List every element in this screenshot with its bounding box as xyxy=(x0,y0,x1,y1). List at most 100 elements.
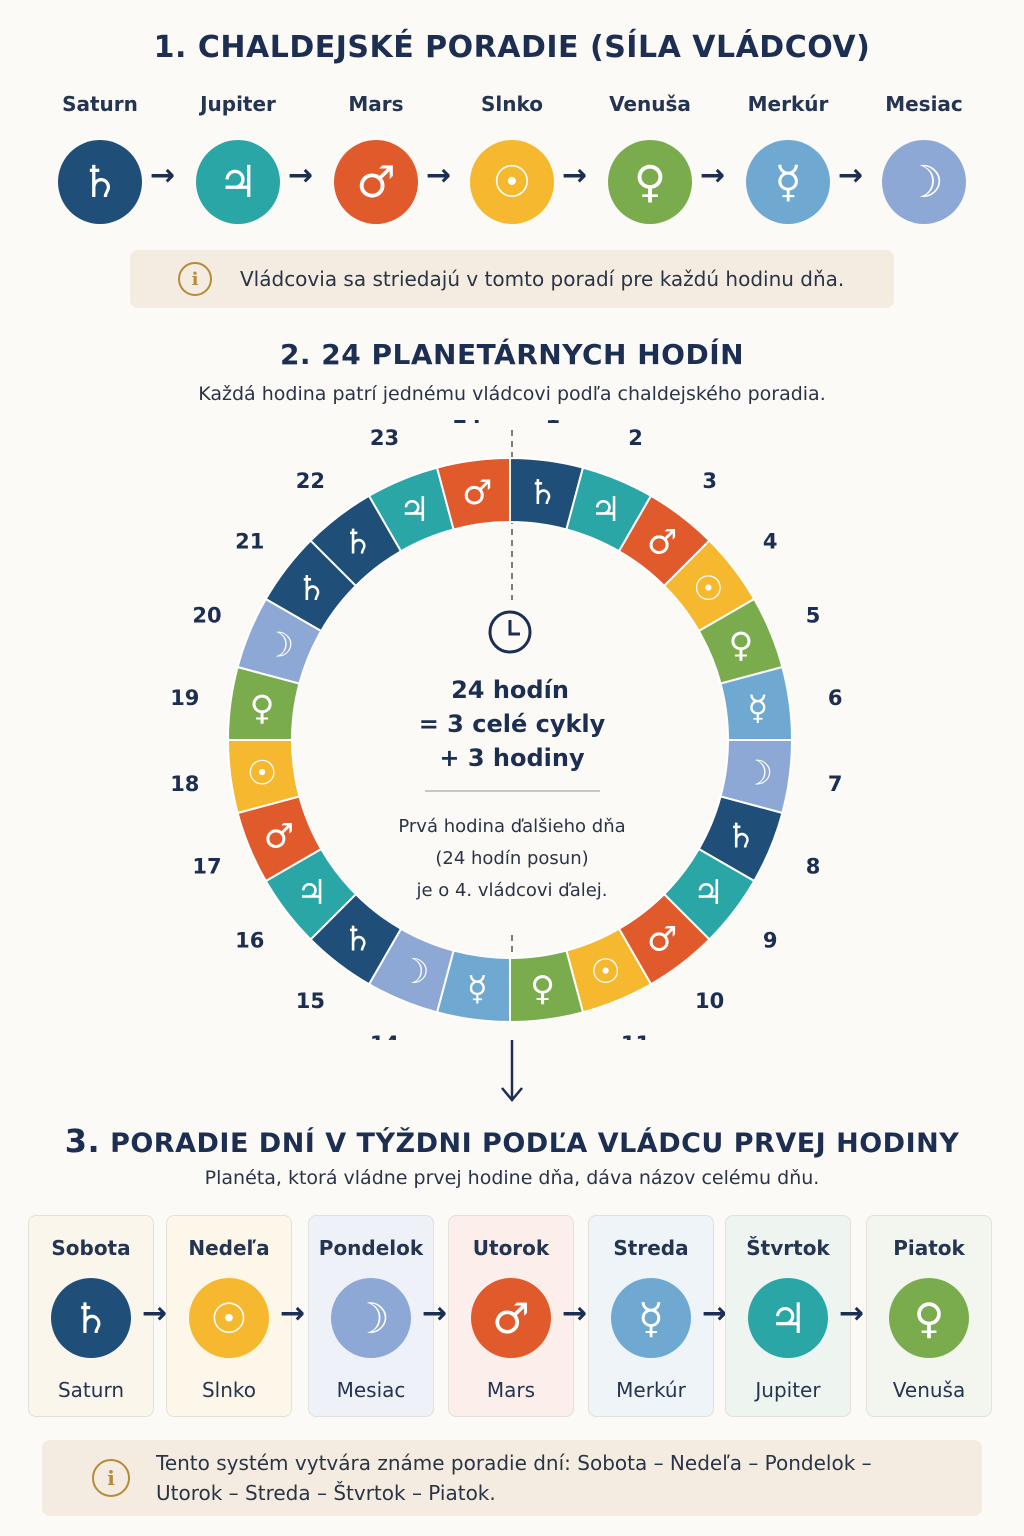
hour-number-18: 18 xyxy=(170,772,199,796)
jupiter-icon: ♃ xyxy=(748,1278,828,1358)
arrow-right-icon: → xyxy=(702,1296,728,1331)
sun-icon: ☉ xyxy=(247,754,277,794)
mercury-icon: ☿ xyxy=(467,969,488,1009)
hour-number-21: 21 xyxy=(235,529,264,553)
planet-name: Mesiac xyxy=(885,92,963,116)
day-planet-name: Saturn xyxy=(57,1378,124,1402)
mercury-icon: ☿ xyxy=(746,140,830,224)
down-arrow xyxy=(501,1040,523,1102)
arrow-right-icon: → xyxy=(700,158,726,193)
jupiter-icon: ♃ xyxy=(196,140,280,224)
sun-icon: ☉ xyxy=(470,140,554,224)
section3-info-line-1: Tento systém vytvára známe poradie dní: … xyxy=(156,1451,872,1475)
day-planet-name: Jupiter xyxy=(755,1378,821,1402)
hour-number-23: 23 xyxy=(370,426,399,450)
hour-number-17: 17 xyxy=(192,855,221,879)
arrow-right-icon: → xyxy=(280,1296,306,1331)
section3-info-line-2: Utorok – Streda – Štvrtok – Piatok. xyxy=(156,1481,496,1505)
hour-number-6: 6 xyxy=(828,686,843,710)
day-planet-name: Venuša xyxy=(892,1378,966,1402)
day-card-6: Štvrtok ♃ Jupiter xyxy=(725,1215,851,1417)
hour-number-5: 5 xyxy=(806,603,821,627)
planetary-hours-wheel: ♄♃♂☉♀☿☽♄♃♂☉♀☿☽♄♃♂☉♀☽♄♄♃♂ 123456789101112… xyxy=(170,420,843,1040)
jupiter-icon: ♃ xyxy=(399,490,429,530)
arrow-right-icon: → xyxy=(150,158,176,193)
info-icon: i xyxy=(178,262,212,296)
hour-number-7: 7 xyxy=(828,772,843,796)
saturn-icon: ♄ xyxy=(527,473,557,513)
planet-mars: Mars ♂ xyxy=(316,92,436,224)
moon-icon: ☽ xyxy=(264,625,294,665)
hour-number-20: 20 xyxy=(192,603,221,627)
planet-name: Saturn xyxy=(62,92,138,116)
arrow-right-icon: → xyxy=(426,158,452,193)
center-line-2: = 3 celé cykly xyxy=(419,710,606,738)
hour-number-11: 11 xyxy=(621,1032,650,1040)
section1-info-text: Vládcovia sa striedajú v tomto poradí pr… xyxy=(240,267,845,291)
saturn-icon: ♄ xyxy=(343,919,373,959)
planet-venus: Venuša ♀ xyxy=(590,92,710,224)
hour-number-16: 16 xyxy=(235,929,264,953)
day-name: Utorok xyxy=(472,1236,550,1260)
arrow-right-icon: → xyxy=(562,158,588,193)
hour-number-14: 14 xyxy=(370,1032,399,1040)
moon-icon: ☽ xyxy=(331,1278,411,1358)
hour-number-24: 24 xyxy=(453,420,482,428)
saturn-icon: ♄ xyxy=(296,569,326,609)
mercury-icon: ☿ xyxy=(611,1278,691,1358)
mars-icon: ♂ xyxy=(334,140,418,224)
day-card-3: Pondelok ☽ Mesiac xyxy=(308,1215,434,1417)
planet-sun: Slnko ☉ xyxy=(452,92,572,224)
jupiter-icon: ♃ xyxy=(693,873,723,913)
planet-name: Mars xyxy=(348,92,404,116)
venus-icon: ♀ xyxy=(729,625,754,665)
section2-title: 2. 24 PLANETÁRNYCH HODÍN xyxy=(279,338,745,371)
moon-icon: ☽ xyxy=(743,754,773,794)
day-name: Štvrtok xyxy=(746,1236,830,1260)
day-card-7: Piatok ♀ Venuša xyxy=(866,1215,992,1417)
day-name: Pondelok xyxy=(318,1236,424,1260)
center-note-2: (24 hodín posun) xyxy=(435,848,588,869)
day-name: Streda xyxy=(613,1236,689,1260)
arrow-right-icon: → xyxy=(839,1296,865,1331)
mars-icon: ♂ xyxy=(471,1278,551,1358)
sun-icon: ☉ xyxy=(189,1278,269,1358)
hour-number-19: 19 xyxy=(170,686,199,710)
hour-number-22: 22 xyxy=(296,469,325,493)
moon-icon: ☽ xyxy=(882,140,966,224)
hour-number-4: 4 xyxy=(763,529,778,553)
sun-icon: ☉ xyxy=(693,569,723,609)
planet-name: Jupiter xyxy=(200,92,276,116)
info-icon: i xyxy=(92,1459,130,1497)
mars-icon: ♂ xyxy=(647,523,677,563)
saturn-icon: ♄ xyxy=(726,817,756,857)
saturn-icon: ♄ xyxy=(58,140,142,224)
arrow-right-icon: → xyxy=(288,158,314,193)
hour-number-1: 1 xyxy=(546,420,561,428)
day-name: Sobota xyxy=(51,1236,131,1260)
day-name: Nedeľa xyxy=(188,1236,270,1260)
hour-number-8: 8 xyxy=(806,855,821,879)
day-planet-name: Mesiac xyxy=(336,1378,406,1402)
clock-icon xyxy=(488,610,532,654)
saturn-icon: ♄ xyxy=(51,1278,131,1358)
planet-saturn: Saturn ♄ xyxy=(40,92,160,224)
jupiter-icon: ♃ xyxy=(590,490,620,530)
venus-icon: ♀ xyxy=(530,969,555,1009)
hour-number-10: 10 xyxy=(695,989,724,1013)
arrow-right-icon: → xyxy=(838,158,864,193)
section3-subtitle: Planéta, ktorá vládne prvej hodine dňa, … xyxy=(204,1167,820,1189)
section3-title-text: PORADIE DNÍ V TÝŽDNI PODĽA VLÁDCU PRVEJ … xyxy=(110,1128,960,1159)
section3-title: 3. PORADIE DNÍ V TÝŽDNI PODĽA VLÁDCU PRV… xyxy=(0,1122,1024,1160)
mars-icon: ♂ xyxy=(647,919,677,959)
hour-number-2: 2 xyxy=(628,426,643,450)
planet-name: Merkúr xyxy=(747,92,829,116)
arrow-right-icon: → xyxy=(142,1296,168,1331)
center-line-3: + 3 hodiny xyxy=(439,744,585,772)
section1-title: 1. CHALDEJSKÉ PORADIE (SÍLA VLÁDCOV) xyxy=(153,30,871,65)
sun-icon: ☉ xyxy=(590,952,620,992)
planet-name: Venuša xyxy=(609,92,691,116)
day-planet-name: Merkúr xyxy=(616,1378,686,1402)
saturn-icon: ♄ xyxy=(343,523,373,563)
day-planet-name: Mars xyxy=(486,1378,536,1402)
